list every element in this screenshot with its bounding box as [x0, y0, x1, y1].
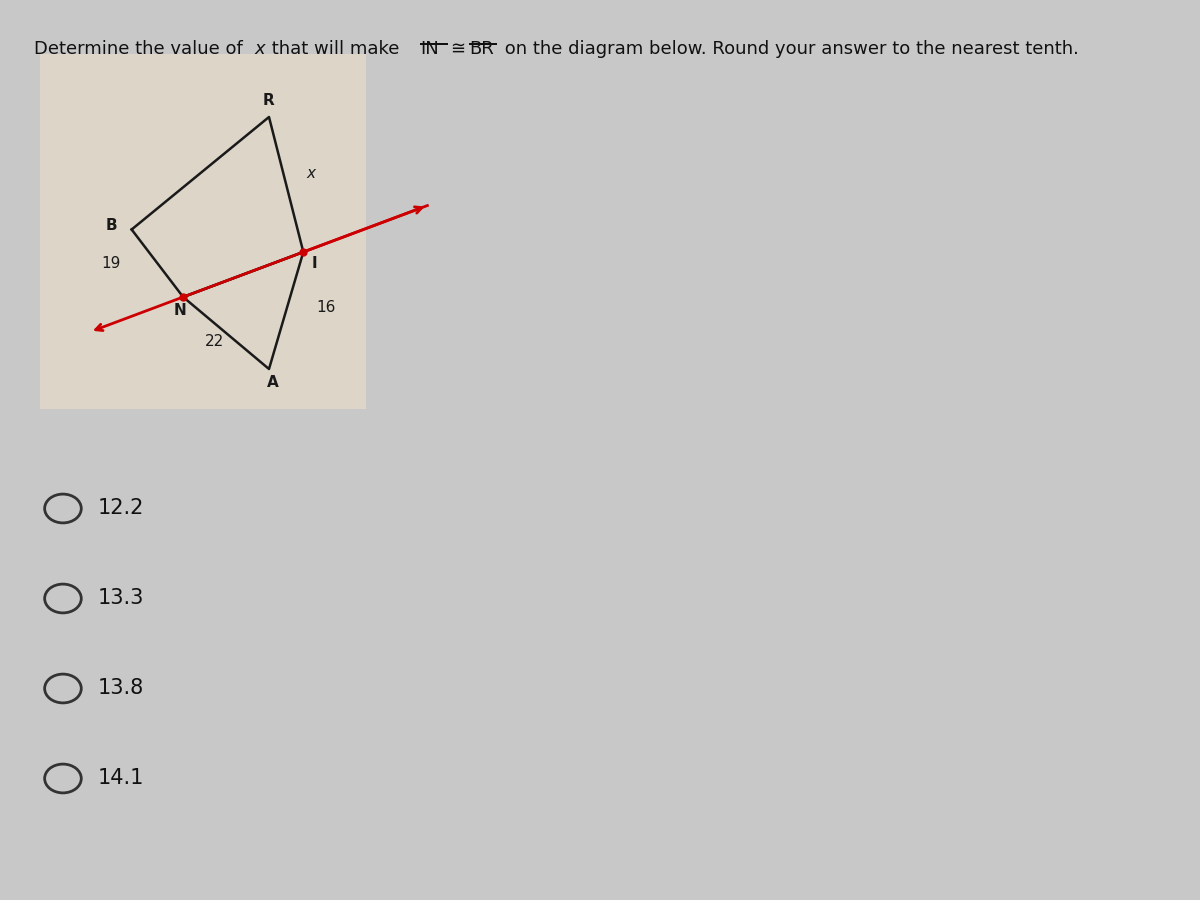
- Text: Determine the value of: Determine the value of: [35, 40, 248, 58]
- Text: BR: BR: [469, 40, 494, 58]
- Text: on the diagram below. Round your answer to the nearest tenth.: on the diagram below. Round your answer …: [499, 40, 1079, 58]
- Text: 12.2: 12.2: [97, 499, 144, 518]
- Text: x: x: [254, 40, 265, 58]
- FancyBboxPatch shape: [469, 43, 497, 45]
- FancyBboxPatch shape: [420, 43, 448, 45]
- Text: 16: 16: [317, 301, 336, 315]
- Text: 13.3: 13.3: [97, 589, 144, 608]
- Text: 14.1: 14.1: [97, 769, 144, 788]
- Text: A: A: [266, 375, 278, 390]
- Text: x: x: [307, 166, 316, 181]
- Text: 13.8: 13.8: [97, 679, 144, 698]
- Text: that will make: that will make: [265, 40, 404, 58]
- Text: I: I: [312, 256, 318, 271]
- Text: R: R: [263, 94, 275, 108]
- Text: N: N: [173, 303, 186, 318]
- FancyBboxPatch shape: [40, 54, 366, 410]
- Text: B: B: [106, 219, 116, 233]
- Text: 22: 22: [205, 335, 224, 349]
- Text: ≅: ≅: [450, 40, 464, 58]
- Text: IN: IN: [420, 40, 439, 58]
- Text: 19: 19: [101, 256, 121, 271]
